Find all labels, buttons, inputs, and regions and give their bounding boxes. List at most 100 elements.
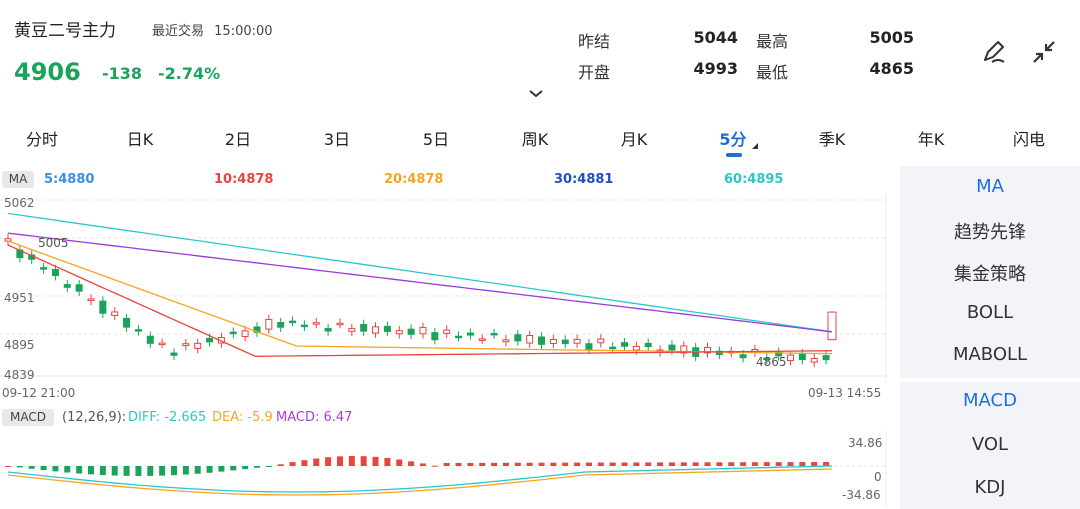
tab-flash[interactable]: 闪电: [1012, 130, 1045, 149]
ma60-value: 60:4895: [724, 172, 784, 187]
low-value: 4865: [869, 59, 914, 78]
macd-bar: [668, 462, 675, 466]
macd-bar: [562, 462, 569, 466]
high-value: 5005: [869, 28, 914, 47]
candle-body: [632, 345, 640, 351]
macd-bar: [336, 456, 343, 466]
candle-body: [194, 342, 202, 349]
candle-body: [99, 300, 107, 314]
ma-line-3: [7, 244, 833, 357]
tab-month-k[interactable]: 月K: [620, 130, 648, 149]
candle-body: [170, 352, 178, 356]
macd-y-zero: 0: [874, 470, 882, 484]
macd-badge[interactable]: MACD: [2, 409, 54, 426]
tab-quarter-k[interactable]: 季K: [818, 130, 846, 149]
macd-bar: [87, 466, 94, 475]
tab-5day[interactable]: 5日: [422, 130, 450, 149]
macd-bars-group: [5, 456, 830, 476]
tab-3day[interactable]: 3日: [323, 130, 351, 149]
macd-bar: [419, 463, 426, 466]
period-tabs: 分时 日K 2日 3日 5日 周K 月K 5分 季K 年K 闪电: [0, 120, 1080, 156]
macd-lines-group: [7, 465, 833, 496]
macd-bar: [182, 466, 189, 475]
macd-bar: [657, 462, 664, 466]
indicator-trend-pioneer[interactable]: 趋势先锋: [954, 222, 1026, 243]
macd-bar: [574, 462, 581, 466]
candle-body: [798, 353, 806, 361]
indicator-boll[interactable]: BOLL: [966, 302, 1014, 323]
high-marker-label: 5005: [38, 236, 69, 250]
recent-trade-label: 最近交易: [152, 24, 205, 39]
macd-bar: [538, 462, 545, 466]
tab-fenshi[interactable]: 分时: [25, 130, 58, 149]
macd-chart[interactable]: [0, 430, 890, 508]
tab-2day[interactable]: 2日: [224, 130, 252, 149]
ma-badge[interactable]: MA: [2, 171, 34, 188]
candle-body: [158, 342, 166, 346]
macd-bar: [502, 462, 509, 466]
candle-body: [585, 343, 593, 351]
candle-body: [146, 335, 154, 344]
indicator-vol[interactable]: VOL: [971, 434, 1009, 455]
indicator-sidebar-main: MA 趋势先锋 集金策略 BOLL MABOLL: [900, 166, 1080, 378]
macd-bar: [325, 457, 332, 466]
tab-day-k[interactable]: 日K: [126, 130, 154, 149]
x-label-start: 09-12 21:00: [2, 386, 76, 400]
indicator-macd[interactable]: MACD: [963, 390, 1017, 411]
tab-year-k[interactable]: 年K: [917, 130, 945, 149]
active-tab-indicator: [726, 153, 742, 157]
indicator-kdj[interactable]: KDJ: [974, 477, 1006, 498]
draw-pen-icon[interactable]: [980, 38, 1008, 66]
candle-body: [372, 326, 380, 334]
candle-body: [383, 325, 391, 332]
candle-body: [573, 338, 581, 344]
indicator-fund-strategy[interactable]: 集金策略: [954, 264, 1026, 285]
macd-bar: [775, 462, 782, 466]
macd-bar: [704, 462, 711, 466]
candle-body: [822, 355, 830, 361]
macd-bar: [585, 462, 592, 466]
candle-body: [360, 323, 368, 332]
prev-settle-value: 5044: [693, 28, 738, 47]
recent-trade: 最近交易 15:00:00: [152, 20, 273, 39]
macd-bar: [64, 466, 71, 473]
macd-bar: [360, 456, 367, 466]
macd-bar: [194, 466, 201, 474]
macd-bar: [301, 460, 308, 466]
candle-body: [443, 329, 451, 334]
ma5-value: 5:4880: [44, 172, 95, 187]
collapse-icon[interactable]: [1030, 38, 1058, 66]
candle-body: [348, 328, 356, 332]
macd-bar: [526, 462, 533, 466]
macd-bar: [28, 466, 35, 469]
candles-group: [4, 233, 837, 367]
macd-bar: [633, 462, 640, 466]
macd-value: MACD: 6.47: [276, 410, 353, 425]
candle-body: [75, 284, 83, 292]
macd-bar: [716, 462, 723, 466]
tab-week-k[interactable]: 周K: [521, 130, 549, 149]
kline-chart[interactable]: [0, 192, 890, 382]
low-label: 最低: [756, 63, 789, 82]
candle-body: [63, 284, 71, 288]
macd-bar: [799, 462, 806, 466]
ma-line-2: [7, 240, 833, 355]
macd-bar: [170, 466, 177, 476]
indicator-maboll[interactable]: MABOLL: [952, 344, 1028, 365]
chevron-down-icon[interactable]: [528, 88, 544, 102]
macd-bar: [408, 461, 415, 466]
tab-5min[interactable]: 5分: [719, 130, 747, 149]
macd-bar: [680, 462, 687, 466]
macd-bar: [491, 462, 498, 466]
macd-bar: [443, 462, 450, 466]
indicator-ma[interactable]: MA: [976, 176, 1004, 197]
candle-body: [134, 329, 142, 332]
macd-bar: [597, 462, 604, 466]
macd-bar: [384, 457, 391, 466]
tab-dropdown-caret-icon[interactable]: [752, 143, 758, 149]
macd-bar: [135, 466, 142, 476]
indicator-sidebar-sub: MACD VOL KDJ: [900, 382, 1080, 509]
macd-bar: [230, 466, 237, 471]
candle-body: [87, 298, 95, 302]
macd-bar: [467, 462, 474, 466]
